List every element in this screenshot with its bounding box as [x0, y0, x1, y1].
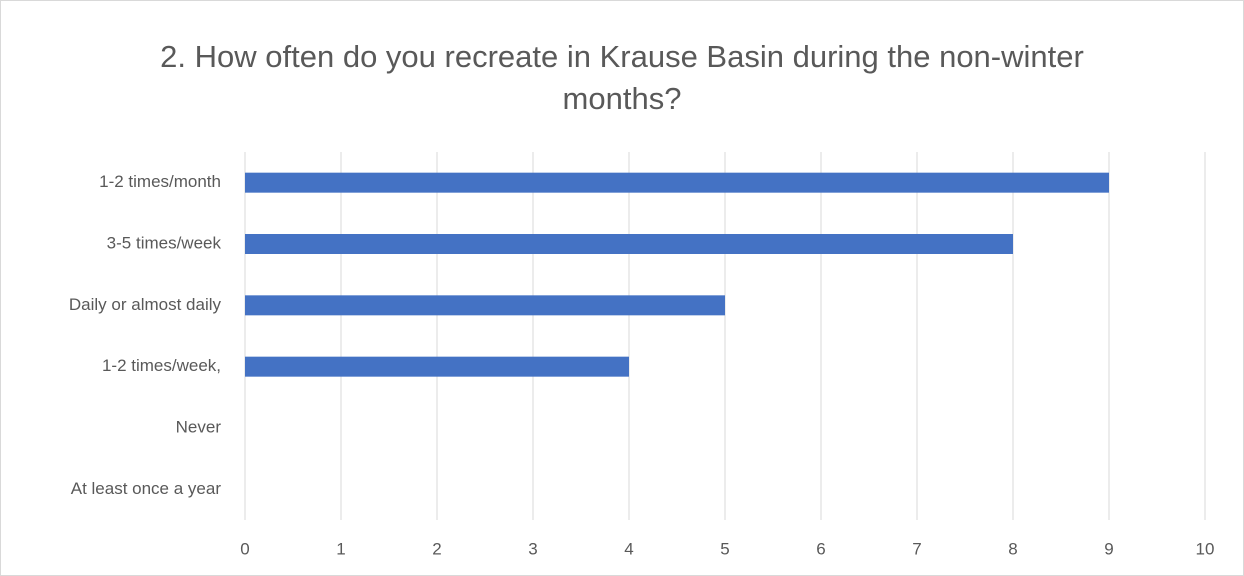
y-tick-label: Daily or almost daily [69, 295, 222, 314]
x-tick-label: 10 [1196, 539, 1215, 558]
y-tick-label: 1-2 times/month [99, 172, 221, 191]
bar [245, 172, 1109, 193]
chart-title: 2. How often do you recreate in Krause B… [160, 39, 1084, 116]
y-tick-label: 3-5 times/week [107, 233, 222, 252]
bar [245, 295, 725, 316]
x-tick-label: 2 [432, 539, 441, 558]
bar [245, 234, 1013, 254]
x-tick-label: 8 [1008, 539, 1017, 558]
y-tick-label: At least once a year [71, 479, 222, 498]
x-tick-label: 1 [336, 539, 345, 558]
x-tick-label: 0 [240, 539, 249, 558]
y-tick-label: 1-2 times/week, [102, 356, 221, 375]
x-tick-label: 4 [624, 539, 633, 558]
x-tick-label: 5 [720, 539, 729, 558]
x-tick-label: 7 [912, 539, 921, 558]
x-tick-label: 9 [1104, 539, 1113, 558]
y-tick-label: Never [176, 417, 222, 436]
x-tick-label: 6 [816, 539, 825, 558]
x-tick-label: 3 [528, 539, 537, 558]
bar [245, 356, 629, 377]
